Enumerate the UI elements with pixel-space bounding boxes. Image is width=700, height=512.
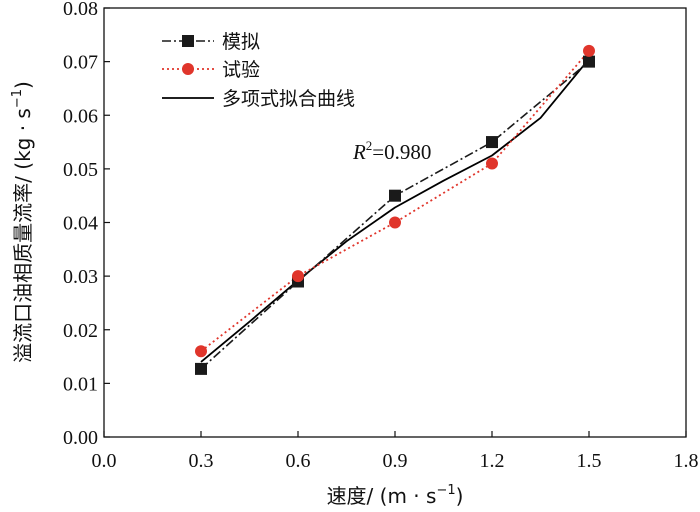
data-point-circle [195, 345, 207, 358]
annotations: R2=0.980 [352, 138, 431, 164]
y-tick-label: 0.08 [63, 0, 98, 20]
data-point-circle [389, 216, 401, 229]
y-axis-title: 溢流口油相质量流率/ (kg · s−1) [10, 81, 35, 363]
series-line-2 [200, 50, 590, 352]
x-tick-label: 0.3 [189, 450, 214, 472]
y-tick-label: 0.06 [63, 105, 98, 127]
data-point-square [486, 136, 498, 149]
y-tick-label: 0.04 [63, 213, 98, 235]
data-point-circle [292, 270, 304, 283]
y-tick-label: 0.03 [63, 266, 98, 288]
legend-marker-square [182, 35, 194, 47]
r-squared-annotation: R2=0.980 [352, 138, 431, 164]
x-tick-label: 0.6 [286, 450, 311, 472]
x-tick-label: 1.2 [480, 450, 505, 472]
axis-titles: 速度/ (m · s−1) 溢流口油相质量流率/ (kg · s−1) [10, 81, 463, 508]
legend-label: 试验 [222, 59, 260, 81]
data-point-circle [486, 157, 498, 170]
data-point-square [389, 189, 401, 202]
x-tick-label: 0.9 [383, 450, 408, 472]
x-tick-label: 1.5 [577, 450, 602, 472]
legend-marker-circle [182, 63, 194, 75]
series-layer [195, 44, 595, 375]
data-point-circle [583, 44, 595, 57]
y-tick-label: 0.01 [63, 373, 98, 395]
y-tick-label: 0.00 [63, 427, 98, 449]
y-tick-label: 0.05 [63, 159, 98, 181]
series-line-3 [200, 58, 590, 363]
data-point-square [195, 362, 207, 375]
y-tick-label: 0.02 [63, 320, 98, 342]
data-point-square [583, 55, 595, 68]
legend-label: 模拟 [222, 31, 260, 53]
ticks: 0.0 0.3 0.6 0.9 1.2 1.5 1.8 0.00 0.01 0.02 0.03 0.0… [63, 0, 699, 472]
x-tick-label: 1.8 [674, 450, 699, 472]
x-tick-label: 0.0 [92, 450, 117, 472]
legend-label: 多项式拟合曲线 [222, 88, 355, 110]
x-axis-title: 速度/ (m · s−1) [327, 483, 464, 508]
y-tick-label: 0.07 [63, 52, 98, 74]
